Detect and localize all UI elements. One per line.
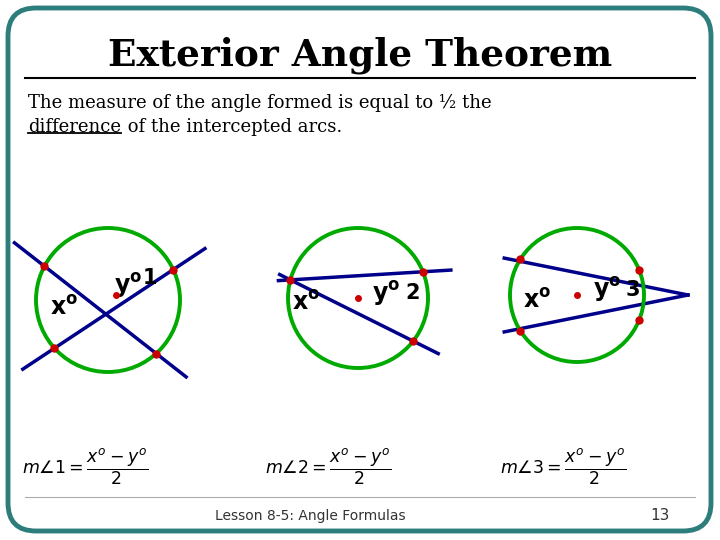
Text: of the intercepted arcs.: of the intercepted arcs. xyxy=(122,118,342,136)
Text: $\mathbf{x^o}$: $\mathbf{x^o}$ xyxy=(292,291,320,315)
Text: $\mathbf{2}$: $\mathbf{2}$ xyxy=(405,283,419,303)
Text: $\mathbf{1}$: $\mathbf{1}$ xyxy=(143,268,158,288)
Text: $\mathbf{3}$: $\mathbf{3}$ xyxy=(624,280,639,300)
Text: The measure of the angle formed is equal to ½ the: The measure of the angle formed is equal… xyxy=(28,94,492,112)
Text: $\mathbf{y^o}$: $\mathbf{y^o}$ xyxy=(114,271,142,300)
Text: difference: difference xyxy=(28,118,121,136)
Text: $\mathbf{y^o}$: $\mathbf{y^o}$ xyxy=(593,275,621,305)
Text: $\mathbf{x^o}$: $\mathbf{x^o}$ xyxy=(523,289,551,313)
Text: $m\angle 3=\dfrac{x^o-y^o}{2}$: $m\angle 3=\dfrac{x^o-y^o}{2}$ xyxy=(500,447,626,487)
Text: 13: 13 xyxy=(650,509,670,523)
Text: $\mathbf{x^o}$: $\mathbf{x^o}$ xyxy=(50,296,78,320)
Text: $m\angle 2=\dfrac{x^o-y^o}{2}$: $m\angle 2=\dfrac{x^o-y^o}{2}$ xyxy=(265,447,391,487)
Text: $m\angle 1=\dfrac{x^o-y^o}{2}$: $m\angle 1=\dfrac{x^o-y^o}{2}$ xyxy=(22,447,148,487)
Text: Exterior Angle Theorem: Exterior Angle Theorem xyxy=(108,36,612,74)
Text: Lesson 8-5: Angle Formulas: Lesson 8-5: Angle Formulas xyxy=(215,509,405,523)
Text: $\mathbf{y^o}$: $\mathbf{y^o}$ xyxy=(372,279,400,307)
